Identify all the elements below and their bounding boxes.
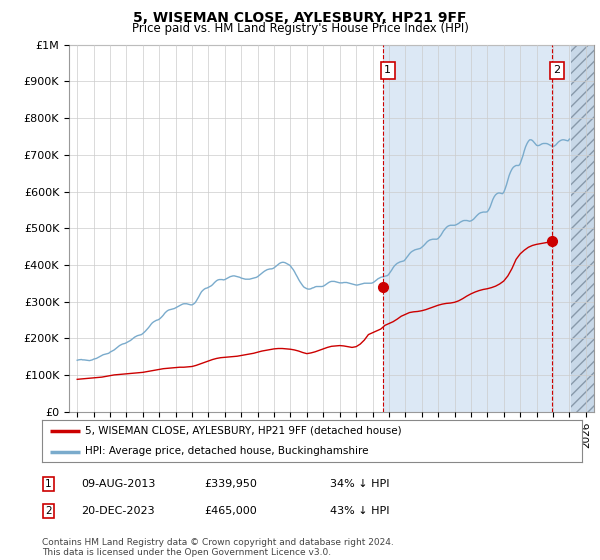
Text: 1: 1 — [384, 66, 391, 76]
Text: 20-DEC-2023: 20-DEC-2023 — [81, 506, 155, 516]
Bar — [383, 45, 594, 412]
Text: HPI: Average price, detached house, Buckinghamshire: HPI: Average price, detached house, Buck… — [85, 446, 369, 456]
Text: Contains HM Land Registry data © Crown copyright and database right 2024.
This d: Contains HM Land Registry data © Crown c… — [42, 538, 394, 557]
Text: 43% ↓ HPI: 43% ↓ HPI — [330, 506, 389, 516]
Bar — [571, 45, 594, 412]
Text: Price paid vs. HM Land Registry's House Price Index (HPI): Price paid vs. HM Land Registry's House … — [131, 22, 469, 35]
Text: 5, WISEMAN CLOSE, AYLESBURY, HP21 9FF: 5, WISEMAN CLOSE, AYLESBURY, HP21 9FF — [133, 11, 467, 25]
Text: £339,950: £339,950 — [204, 479, 257, 489]
Text: 5, WISEMAN CLOSE, AYLESBURY, HP21 9FF (detached house): 5, WISEMAN CLOSE, AYLESBURY, HP21 9FF (d… — [85, 426, 402, 436]
Text: £465,000: £465,000 — [204, 506, 257, 516]
Text: 2: 2 — [553, 66, 560, 76]
Bar — [571, 8, 595, 412]
Text: 34% ↓ HPI: 34% ↓ HPI — [330, 479, 389, 489]
Text: 1: 1 — [45, 479, 52, 489]
Text: 2: 2 — [45, 506, 52, 516]
Text: 09-AUG-2013: 09-AUG-2013 — [81, 479, 155, 489]
